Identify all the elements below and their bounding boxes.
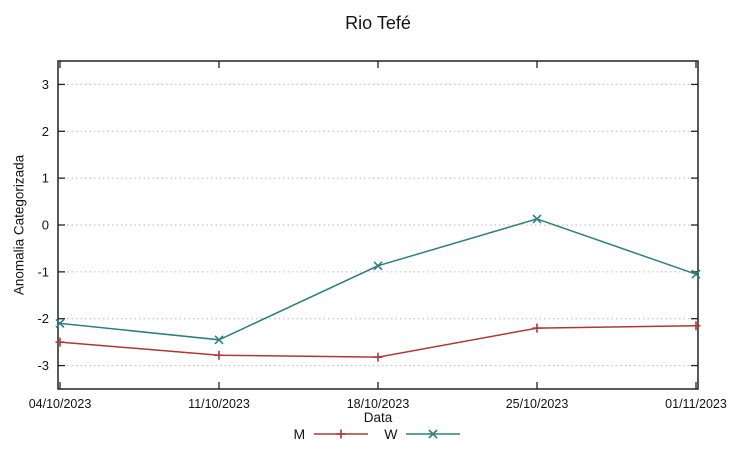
legend: M W — [58, 426, 698, 442]
series-line-m — [59, 324, 697, 358]
ytick-label: -2 — [37, 311, 49, 326]
series-marker-w — [373, 261, 383, 271]
legend-line-sample-w — [406, 429, 461, 439]
legend-item-w: W — [384, 426, 462, 442]
x-axis-label: Data — [363, 410, 393, 425]
ytick-label: -1 — [37, 264, 49, 279]
xtick-label: 11/10/2023 — [188, 397, 250, 411]
xtick-label: 18/10/2023 — [347, 397, 410, 411]
legend-item-m: M — [294, 426, 371, 442]
legend-label-m: M — [293, 426, 306, 442]
chart-title: Rio Tefé — [345, 13, 411, 33]
series-marker-w — [532, 214, 542, 224]
xtick-label: 25/10/2023 — [506, 397, 569, 411]
xtick-label: 01/11/2023 — [665, 397, 727, 411]
series-marker-w — [55, 318, 65, 328]
legend-line-sample-m — [314, 429, 369, 439]
ytick-label: 1 — [42, 171, 49, 186]
ytick-label: -3 — [37, 358, 49, 373]
series-marker-w — [214, 335, 224, 345]
series-marker-w — [691, 269, 701, 279]
ytick-label: 2 — [42, 124, 49, 139]
legend-sample-marker-w — [428, 429, 439, 439]
ytick-label: 0 — [42, 218, 49, 233]
ytick-label: 3 — [42, 77, 49, 92]
xtick-label: 04/10/2023 — [29, 397, 92, 411]
legend-label-w: W — [384, 426, 398, 442]
series-line-w — [59, 218, 697, 341]
